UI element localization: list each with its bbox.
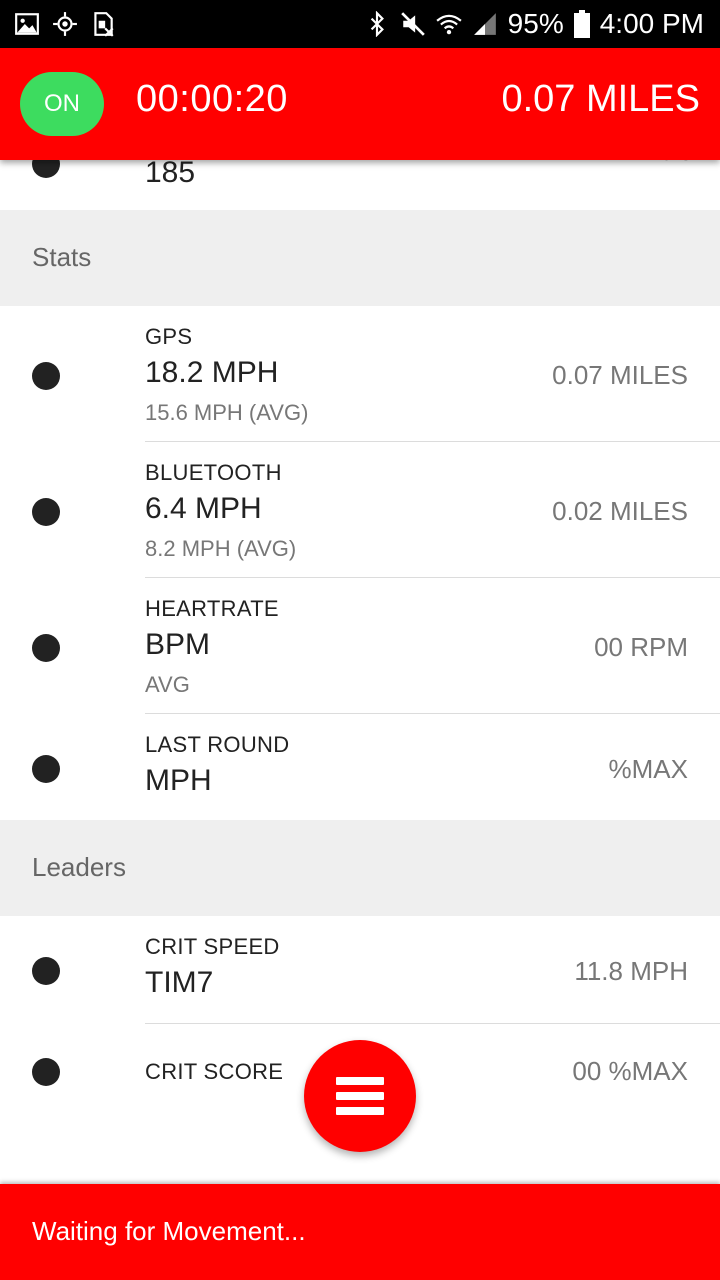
stat-distance: 0.07 MILES xyxy=(552,360,688,390)
divider xyxy=(145,1023,720,1024)
divider xyxy=(145,577,720,578)
stat-cadence: 00 RPM xyxy=(594,632,688,662)
stat-label: GPS xyxy=(145,324,193,349)
stat-average: 8.2 MPH (AVG) xyxy=(145,536,297,561)
tracking-toggle-button[interactable]: ON xyxy=(20,72,104,136)
stat-row-last-round[interactable]: LAST ROUND MPH %MAX xyxy=(0,714,720,820)
elapsed-timer: 00:00:20 xyxy=(136,78,288,120)
stat-label: BLUETOOTH xyxy=(145,460,282,485)
leader-name: TIM7 xyxy=(145,966,214,999)
stat-value: 6.4 MPH xyxy=(145,492,262,525)
stat-average: AVG xyxy=(145,672,190,697)
bullet-icon xyxy=(32,498,60,526)
leader-label: CRIT SCORE xyxy=(145,1059,284,1084)
menu-icon-bar xyxy=(336,1092,384,1100)
leader-row-crit-score[interactable]: CRIT SCORE 00 %MAX xyxy=(0,1024,720,1124)
leaders-section-header: Leaders xyxy=(0,820,720,916)
bullet-icon xyxy=(32,634,60,662)
signal-icon xyxy=(473,13,496,35)
status-bar-left-icons xyxy=(14,10,116,38)
divider xyxy=(145,441,720,442)
stat-percent-max: %MAX xyxy=(608,754,688,784)
status-bar-right-icons: 95% 4:00 PM xyxy=(364,6,704,42)
battery-icon xyxy=(573,10,590,38)
total-distance: 0.07 MILES xyxy=(501,78,700,120)
stat-distance: 0.02 MILES xyxy=(552,496,688,526)
section-title: Leaders xyxy=(32,852,126,882)
bullet-icon xyxy=(32,362,60,390)
leader-speed: 11.8 MPH xyxy=(574,956,688,986)
stat-average: 15.6 MPH (AVG) xyxy=(145,400,309,425)
stat-row-bluetooth[interactable]: BLUETOOTH 6.4 MPH 8.2 MPH (AVG) 0.02 MIL… xyxy=(0,442,720,578)
movement-status-text: Waiting for Movement... xyxy=(32,1216,306,1246)
bluetooth-icon xyxy=(370,11,384,37)
clock: 4:00 PM xyxy=(599,8,704,39)
leader-row-crit-speed[interactable]: CRIT SPEED TIM7 11.8 MPH xyxy=(0,916,720,1024)
stat-value: 18.2 MPH xyxy=(145,356,279,389)
wifi-icon xyxy=(436,14,462,35)
menu-icon xyxy=(336,1077,384,1085)
content-list[interactable]: 185 Edit Stats GPS 18.2 MPH 15.6 MPH (AV… xyxy=(0,140,720,1184)
leader-score: 00 %MAX xyxy=(572,1056,688,1086)
bullet-icon xyxy=(32,755,60,783)
status-bar: 95% 4:00 PM xyxy=(0,0,720,48)
bullet-icon xyxy=(32,957,60,985)
section-title: Stats xyxy=(32,242,92,272)
tracking-header: ON 00:00:20 0.07 MILES xyxy=(0,48,720,160)
divider xyxy=(145,713,720,714)
stat-value: MPH xyxy=(145,764,212,797)
image-icon xyxy=(15,13,39,35)
partial-row-value: 185 xyxy=(145,156,196,189)
sim-icon xyxy=(94,12,114,37)
stat-row-heartrate[interactable]: HEARTRATE BPM AVG 00 RPM xyxy=(0,578,720,714)
stats-section-header: Stats xyxy=(0,210,720,306)
menu-fab-button[interactable] xyxy=(304,1040,416,1152)
stat-row-gps[interactable]: GPS 18.2 MPH 15.6 MPH (AVG) 0.07 MILES xyxy=(0,306,720,442)
bullet-icon xyxy=(32,1058,60,1086)
mute-icon xyxy=(400,12,425,36)
stat-value: BPM xyxy=(145,628,211,661)
stat-label: HEARTRATE xyxy=(145,596,279,621)
location-icon xyxy=(53,12,77,36)
battery-percent: 95% xyxy=(507,8,564,39)
menu-icon-bar xyxy=(336,1107,384,1115)
stat-label: LAST ROUND xyxy=(145,732,290,757)
movement-status-bar: Waiting for Movement... xyxy=(0,1184,720,1280)
leader-label: CRIT SPEED xyxy=(145,934,280,959)
